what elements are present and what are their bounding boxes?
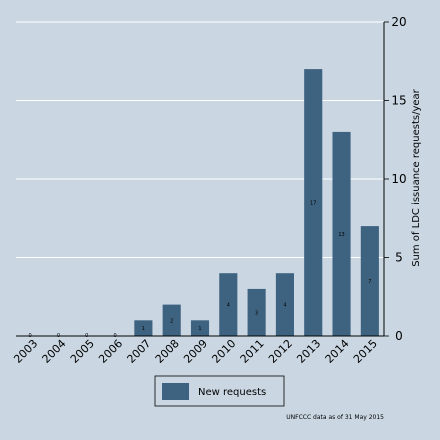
bar-data-label: 2 [170,318,173,324]
bar [219,273,238,336]
x-tick-label: 2011 [238,337,267,366]
legend: New requests [154,375,285,407]
x-tick-label: 2015 [351,337,380,366]
bar [190,320,210,336]
bar-data-label: 17 [310,201,316,207]
x-tick-label: 2010 [209,337,238,366]
bar [304,69,323,336]
bar-data-label: 1 [142,326,145,332]
x-tick-label: 2007 [125,337,154,366]
bar-data-label: 1 [198,326,201,332]
y-axis-title: Sum of LDC issuance requests/year [411,88,422,266]
bar-data-label: 7 [368,279,371,285]
x-tick-label: 2009 [181,337,210,366]
legend-swatch [162,383,189,400]
bar [162,304,181,336]
x-tick-label: 2005 [68,337,97,366]
bar [275,273,294,336]
x-tick-label: 2004 [40,337,69,366]
bar [247,288,266,336]
y-tick-label: 20 [391,15,406,29]
bar [360,226,379,336]
y-tick-label: 10 [391,172,406,186]
source-note: UNFCCC data as of 31 May 2015 [286,414,384,421]
legend-box [154,375,285,407]
y-tick-label: 5 [395,251,403,265]
bar [134,320,153,336]
bars: 000012143417137 [29,69,379,339]
x-tick-label: 2008 [153,337,182,366]
bar [332,131,351,336]
x-tick-label: 2012 [266,337,295,366]
x-tick-label: 2006 [96,337,125,366]
legend-label: New requests [198,387,266,398]
bar-data-label: 4 [227,303,230,309]
bar-data-label: 3 [255,310,258,316]
x-tick-label: 2014 [323,337,352,366]
y-tick-label: 15 [391,94,406,108]
x-tick-label: 2003 [11,337,40,366]
x-tick-label: 2013 [294,337,323,366]
bar-data-label: 4 [283,303,286,309]
bar-data-label: 13 [338,232,344,238]
gridlines [16,21,384,258]
y-tick-label: 0 [395,329,403,343]
